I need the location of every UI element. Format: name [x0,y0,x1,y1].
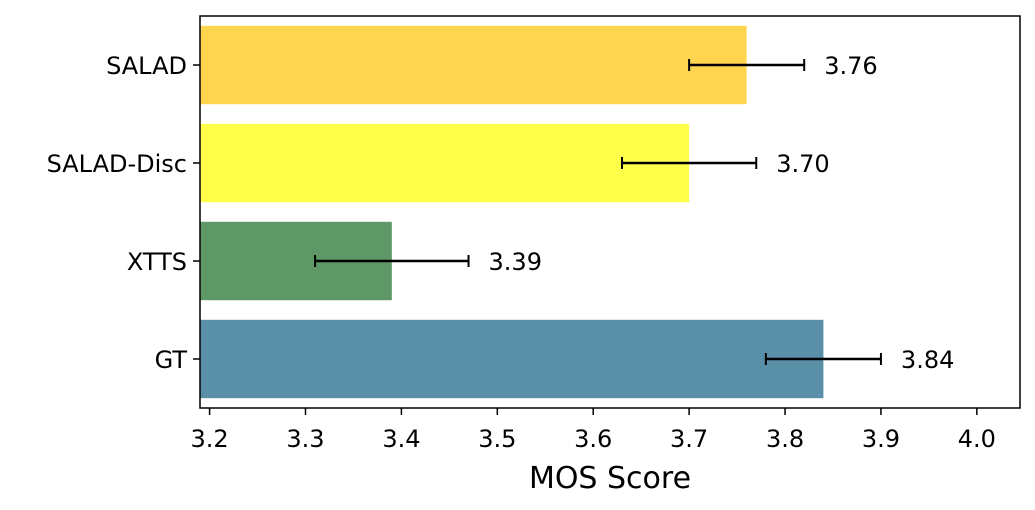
bar-salad-disc [200,123,690,203]
errorbar-salad [688,59,806,71]
x-tick-label-3-8: 3.8 [766,425,804,453]
data-label-gt: 3.84 [901,346,954,374]
y-tick-label-salad-disc: SALAD-Disc [47,150,187,178]
errorbar-salad-disc [620,157,758,169]
data-label-salad: 3.76 [824,52,877,80]
x-tick-label-3-7: 3.7 [670,425,708,453]
x-tick-label-3-5: 3.5 [478,425,516,453]
bar-gt [200,319,824,399]
data-label-salad-disc: 3.70 [776,150,829,178]
y-axis: GT XTTS SALAD-Disc SALAD [47,52,200,374]
bar-salad [200,25,747,105]
x-axis: 3.2 3.3 3.4 3.5 3.6 3.7 3.8 3.9 4.0 [191,408,996,453]
x-tick-label-3-3: 3.3 [286,425,324,453]
data-label-xtts: 3.39 [489,248,542,276]
x-tick-label-4-0: 4.0 [958,425,996,453]
y-tick-label-gt: GT [155,346,188,374]
x-tick-label-3-2: 3.2 [191,425,229,453]
errorbar-xtts [314,255,470,267]
errorbars-group [314,59,882,365]
x-tick-label-3-9: 3.9 [862,425,900,453]
plot-frame [199,15,1021,409]
x-tick-label-3-6: 3.6 [574,425,612,453]
y-tick-label-salad: SALAD [106,52,187,80]
x-axis-title: MOS Score [529,461,691,496]
data-labels-group: 3.84 3.39 3.70 3.76 [489,52,955,374]
errorbar-gt [764,353,882,365]
y-tick-label-xtts: XTTS [127,248,187,276]
x-tick-label-3-4: 3.4 [382,425,420,453]
bars-group [200,25,824,399]
